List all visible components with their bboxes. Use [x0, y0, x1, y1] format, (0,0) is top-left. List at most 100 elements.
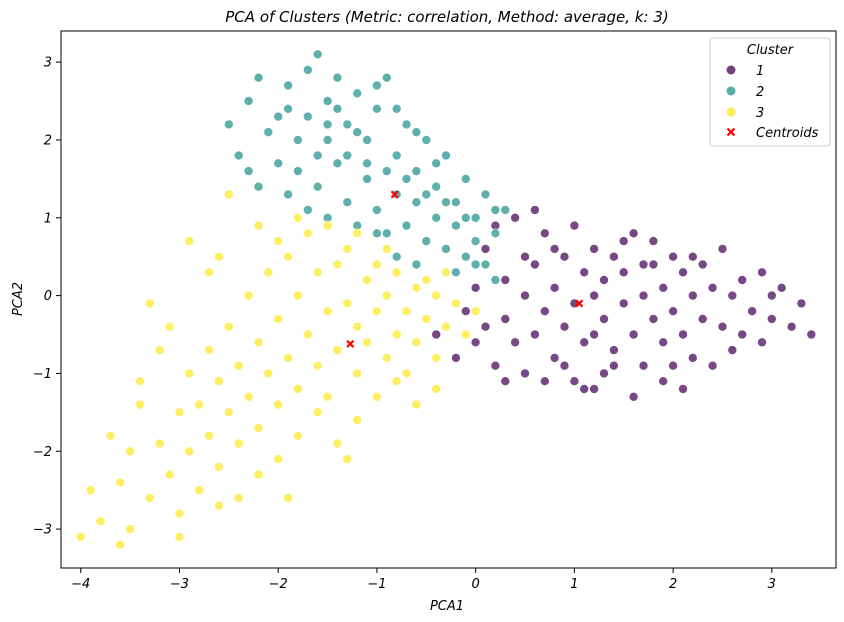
point-cluster-2-42 — [411, 197, 422, 207]
point-cluster-1-74 — [500, 376, 511, 387]
point-cluster-1-12 — [539, 306, 550, 317]
point-cluster-3-90 — [253, 469, 264, 480]
point-cluster-1-9 — [520, 368, 530, 379]
point-cluster-2-55 — [401, 174, 412, 184]
point-cluster-2-38 — [372, 205, 382, 215]
point-cluster-3-11 — [174, 407, 185, 418]
point-cluster-1-63 — [530, 205, 540, 215]
point-cluster-2-17 — [421, 135, 432, 145]
point-cluster-1-13 — [539, 228, 550, 239]
point-cluster-1-19 — [569, 220, 580, 231]
legend-label-2: 2 — [756, 85, 764, 100]
point-cluster-2-2 — [273, 111, 284, 122]
point-cluster-1-17 — [559, 321, 570, 332]
legend-marker-centroids — [726, 127, 736, 137]
point-cluster-1-32 — [628, 329, 639, 340]
y-tick-label: 2 — [44, 133, 52, 148]
point-cluster-3-39 — [312, 360, 323, 371]
point-cluster-3-52 — [372, 259, 382, 270]
point-cluster-1-86 — [668, 360, 678, 371]
point-cluster-1-42 — [678, 329, 688, 340]
point-cluster-2-32 — [312, 181, 323, 192]
point-cluster-2-70 — [391, 251, 402, 262]
point-cluster-2-46 — [451, 220, 461, 231]
point-cluster-3-78 — [135, 376, 145, 387]
point-cluster-3-26 — [243, 290, 254, 301]
point-cluster-2-15 — [401, 119, 412, 130]
point-cluster-3-13 — [184, 446, 195, 457]
point-cluster-1-64 — [549, 244, 560, 254]
point-cluster-1-73 — [460, 306, 471, 317]
point-cluster-3-72 — [273, 236, 284, 246]
point-cluster-2-58 — [263, 127, 274, 137]
point-cluster-3-25 — [243, 391, 254, 402]
point-cluster-1-80 — [609, 360, 619, 371]
point-cluster-2-39 — [381, 228, 392, 239]
point-cluster-1-8 — [520, 290, 530, 301]
point-cluster-2-74 — [332, 104, 343, 114]
point-cluster-3-34 — [283, 251, 293, 262]
point-cluster-3-63 — [431, 353, 442, 363]
point-cluster-2-4 — [293, 135, 303, 145]
points-layer — [75, 49, 817, 550]
point-cluster-2-56 — [421, 189, 432, 200]
point-cluster-3-88 — [431, 384, 442, 394]
point-cluster-2-51 — [322, 135, 333, 145]
point-cluster-1-78 — [757, 337, 767, 348]
point-cluster-3-24 — [233, 360, 244, 371]
point-cluster-3-37 — [302, 329, 313, 340]
point-cluster-3-71 — [253, 220, 264, 231]
point-cluster-3-9 — [154, 438, 165, 449]
point-cluster-1-65 — [579, 384, 590, 394]
point-cluster-2-75 — [243, 166, 254, 176]
point-cluster-3-80 — [273, 454, 284, 464]
point-cluster-1-66 — [599, 368, 609, 379]
point-cluster-3-5 — [125, 524, 135, 534]
point-cluster-3-65 — [441, 321, 451, 332]
point-cluster-1-5 — [500, 314, 511, 324]
point-cluster-1-70 — [707, 360, 718, 371]
y-tick-label: −1 — [33, 367, 52, 382]
point-cluster-3-32 — [273, 314, 284, 324]
point-cluster-2-16 — [411, 166, 422, 176]
point-cluster-1-56 — [766, 314, 777, 324]
legend-marker-3 — [726, 107, 736, 117]
point-cluster-1-28 — [609, 345, 619, 355]
point-cluster-3-83 — [332, 438, 343, 449]
point-cluster-1-72 — [470, 282, 481, 293]
point-cluster-1-27 — [599, 275, 609, 285]
point-cluster-1-58 — [786, 321, 797, 332]
point-cluster-1-45 — [687, 353, 698, 363]
point-cluster-3-60 — [411, 337, 422, 348]
point-cluster-1-53 — [737, 275, 748, 285]
point-cluster-1-55 — [757, 267, 767, 278]
point-cluster-1-57 — [776, 282, 787, 293]
point-cluster-2-41 — [401, 220, 412, 231]
point-cluster-2-14 — [391, 150, 402, 161]
point-cluster-2-66 — [224, 119, 234, 130]
point-cluster-3-45 — [342, 298, 353, 309]
y-tick-label: −2 — [33, 445, 52, 460]
point-cluster-1-75 — [539, 376, 550, 387]
point-cluster-1-71 — [480, 244, 491, 254]
point-cluster-1-20 — [569, 376, 580, 387]
x-tick-label: 1 — [570, 577, 578, 592]
point-cluster-3-70 — [224, 189, 234, 200]
point-cluster-3-36 — [293, 290, 303, 301]
point-cluster-3-98 — [214, 251, 224, 262]
point-cluster-3-47 — [352, 321, 363, 332]
legend-label-1: 1 — [756, 64, 764, 79]
point-cluster-2-50 — [490, 275, 501, 285]
legend-title: Cluster — [747, 43, 795, 58]
point-cluster-3-57 — [401, 306, 412, 317]
point-cluster-2-64 — [411, 127, 422, 137]
point-cluster-1-0 — [431, 329, 442, 340]
point-cluster-1-34 — [638, 290, 649, 301]
point-cluster-2-44 — [431, 213, 442, 223]
point-cluster-2-60 — [302, 111, 313, 122]
x-tick-label: −1 — [367, 577, 386, 592]
y-axis-label: PCA2 — [11, 282, 26, 316]
point-cluster-3-89 — [233, 493, 244, 503]
point-cluster-3-44 — [332, 345, 343, 355]
point-cluster-1-2 — [470, 337, 481, 348]
